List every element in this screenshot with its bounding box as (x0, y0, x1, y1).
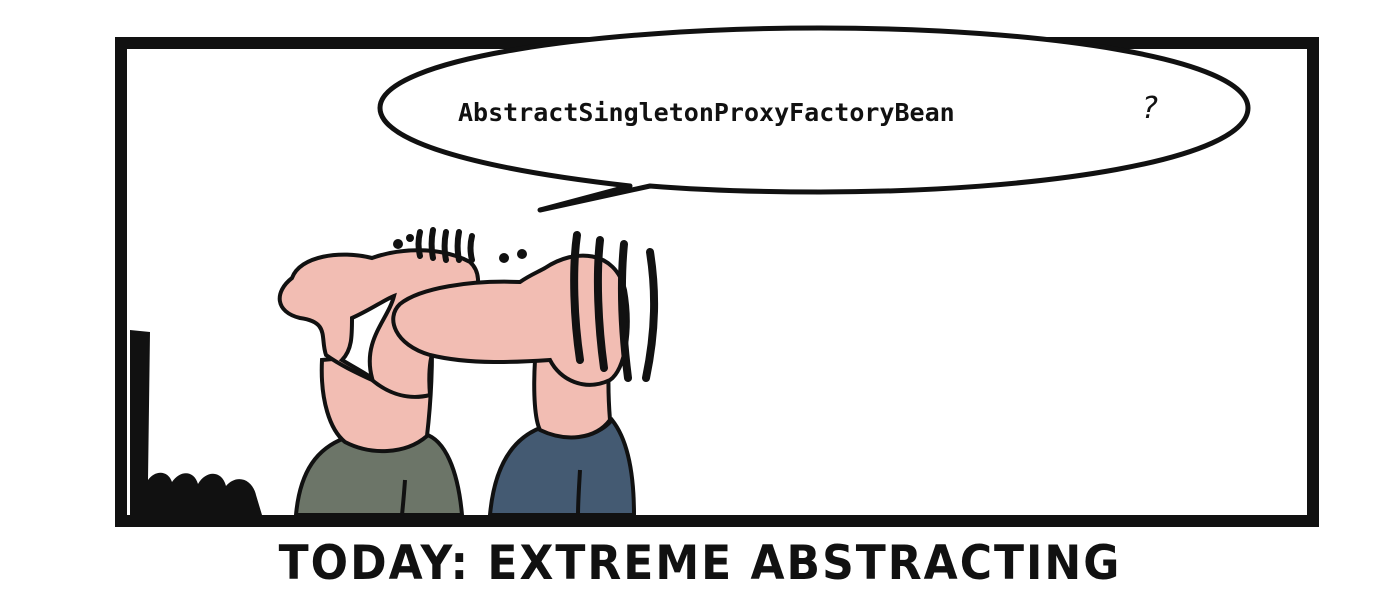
left-character-hair (415, 227, 475, 263)
speech-bubble: AbstractSingletonProxyFactoryBean ? (377, 25, 1251, 213)
right-character-hair (570, 231, 659, 382)
speech-question-mark: ? (1142, 91, 1158, 126)
background-silhouette (130, 330, 262, 515)
left-character-mouth (338, 292, 397, 383)
speech-text: AbstractSingletonProxyFactoryBean (458, 98, 955, 127)
right-character (391, 231, 659, 517)
left-character (277, 227, 481, 517)
ellipsis-dots (499, 249, 527, 263)
comic-caption: TODAY: EXTREME ABSTRACTING (278, 535, 1122, 591)
